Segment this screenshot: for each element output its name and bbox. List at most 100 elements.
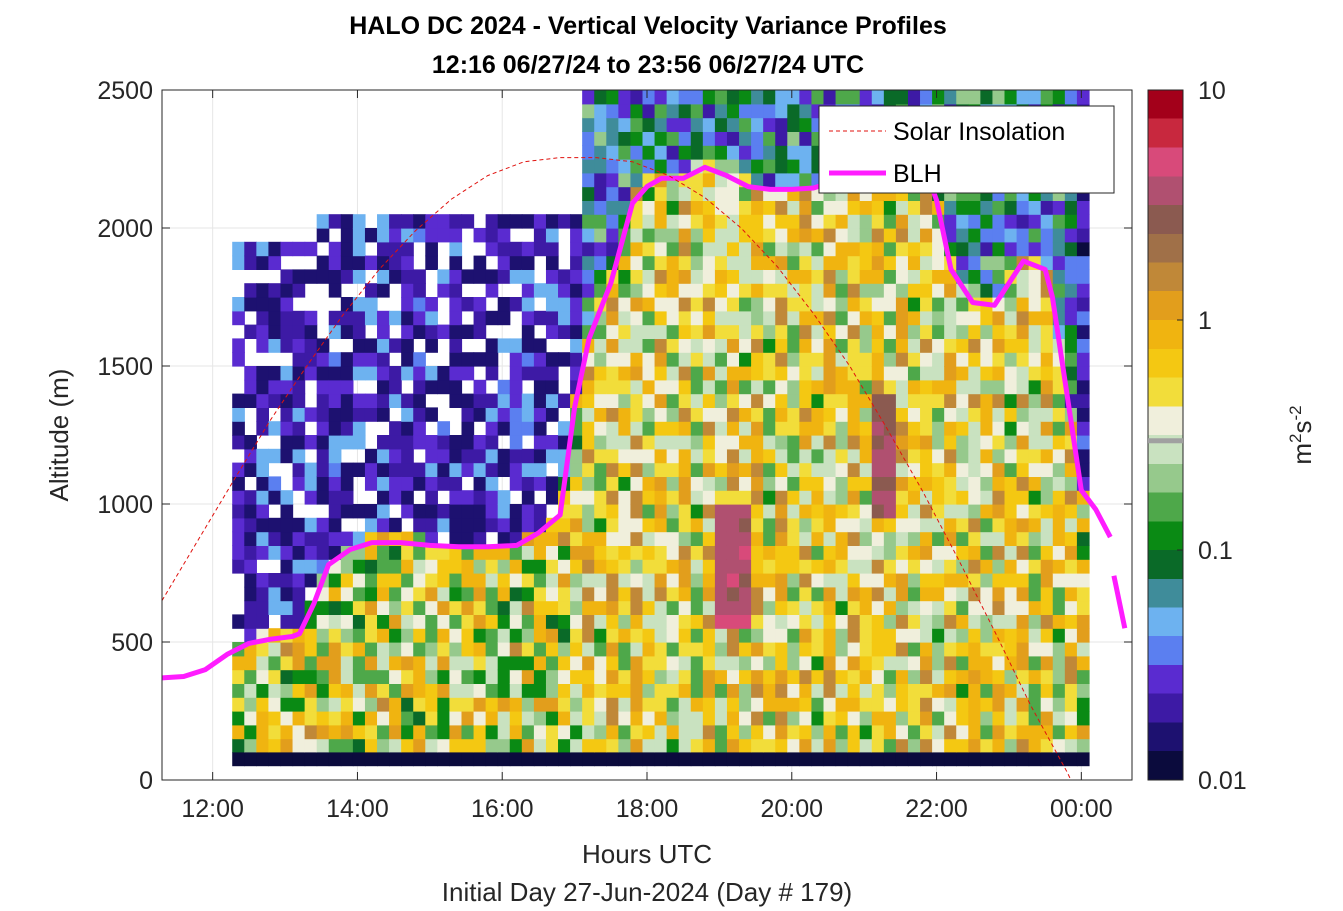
heatmap-cell (292, 586, 306, 602)
heatmap-cell (558, 310, 571, 326)
heatmap-cell (883, 614, 897, 629)
heatmap-cell (907, 324, 921, 339)
heatmap-cell (956, 697, 969, 712)
heatmap-cell (678, 145, 692, 160)
heatmap-cell (582, 545, 595, 560)
heatmap-cell (690, 407, 704, 422)
heatmap-cell (871, 669, 885, 684)
heatmap-cell (739, 628, 752, 643)
heatmap-cell (1064, 628, 1078, 643)
heatmap-cell (401, 421, 414, 436)
heatmap-cell (280, 393, 294, 408)
heatmap-cell (473, 738, 487, 753)
heatmap-cell (1004, 531, 1018, 546)
heatmap-cell (654, 697, 668, 712)
heatmap-cell (775, 628, 788, 643)
heatmap-cell (352, 531, 366, 546)
heatmap-cell (775, 283, 788, 298)
heatmap-cell (678, 255, 692, 270)
heatmap-cell (280, 283, 294, 298)
heatmap-cell (292, 600, 306, 615)
heatmap-cell (449, 393, 463, 408)
heatmap-cell (678, 711, 692, 726)
heatmap-surface-cell (485, 752, 499, 767)
heatmap-cell (666, 614, 680, 629)
heatmap-cell (932, 310, 945, 326)
heatmap-cell (920, 559, 933, 574)
heatmap-cell (509, 738, 523, 753)
heatmap-cell (823, 697, 837, 712)
colorbar-label: m2s-2 (1286, 405, 1317, 464)
heatmap-cell (823, 614, 837, 629)
heatmap-cell (509, 393, 523, 408)
heatmap-cell (787, 655, 800, 671)
heatmap-cell (932, 711, 945, 726)
heatmap-cell (1016, 214, 1030, 229)
heatmap-cell (799, 683, 813, 698)
heatmap-cell (521, 504, 535, 519)
heatmap-cell (787, 352, 800, 367)
heatmap-cell (533, 228, 547, 243)
heatmap-cell (582, 435, 595, 450)
heatmap-cell (413, 283, 426, 298)
heatmap-cell (1052, 448, 1066, 464)
heatmap-cell (920, 738, 933, 753)
heatmap-cell (449, 504, 463, 519)
heatmap-cell (425, 241, 438, 257)
heatmap-cell (328, 697, 342, 712)
heatmap-cell (726, 255, 740, 270)
heatmap-cell (1040, 490, 1054, 505)
heatmap-cell (292, 462, 306, 477)
heatmap-cell (1076, 214, 1090, 229)
heatmap-cell (352, 711, 366, 726)
heatmap-cell (763, 490, 776, 505)
heatmap-cell (739, 131, 752, 146)
heatmap-cell (787, 421, 800, 436)
heatmap-cell (714, 655, 728, 671)
heatmap-cell (726, 241, 740, 257)
heatmap-cell (485, 697, 499, 712)
heatmap-cell (473, 228, 487, 243)
heatmap-cell (642, 324, 656, 339)
heatmap-cell (714, 117, 728, 132)
heatmap-cell (449, 711, 463, 726)
heatmap-cell (956, 379, 969, 395)
heatmap-cell (787, 628, 800, 643)
heatmap-cell (449, 642, 463, 657)
heatmap-cell (244, 586, 257, 602)
heatmap-cell (907, 545, 921, 560)
heatmap-cell (280, 669, 294, 684)
heatmap-cell (606, 241, 619, 257)
heatmap-cell (316, 476, 330, 491)
heatmap-cell (389, 724, 402, 740)
heatmap-cell (425, 545, 438, 560)
heatmap-cell (690, 379, 704, 395)
heatmap-cell (509, 379, 523, 395)
heatmap-cell (642, 435, 656, 450)
heatmap-cell (509, 724, 523, 740)
heatmap-cell (775, 462, 788, 477)
heatmap-cell (630, 255, 644, 270)
heatmap-cell (521, 393, 535, 408)
heatmap-cell (920, 379, 933, 395)
heatmap-cell (449, 241, 463, 257)
heatmap-cell (968, 490, 981, 505)
heatmap-cell (425, 559, 438, 574)
heatmap-cell (992, 214, 1006, 229)
heatmap-cell (944, 90, 957, 105)
heatmap-cell (1016, 545, 1030, 560)
heatmap-cell (871, 697, 885, 712)
heatmap-cell (449, 297, 463, 312)
heatmap-cell (654, 573, 668, 588)
heatmap-cell (473, 435, 487, 450)
heatmap-cell (558, 573, 571, 588)
heatmap-cell (1028, 200, 1042, 215)
heatmap-cell (847, 490, 861, 505)
heatmap-cell (328, 669, 342, 684)
heatmap-cell (763, 159, 776, 174)
heatmap-cell (751, 159, 764, 174)
heatmap-cell (847, 255, 861, 270)
heatmap-cell (232, 310, 245, 326)
heatmap-cell (437, 573, 451, 588)
heatmap-cell (558, 393, 571, 408)
